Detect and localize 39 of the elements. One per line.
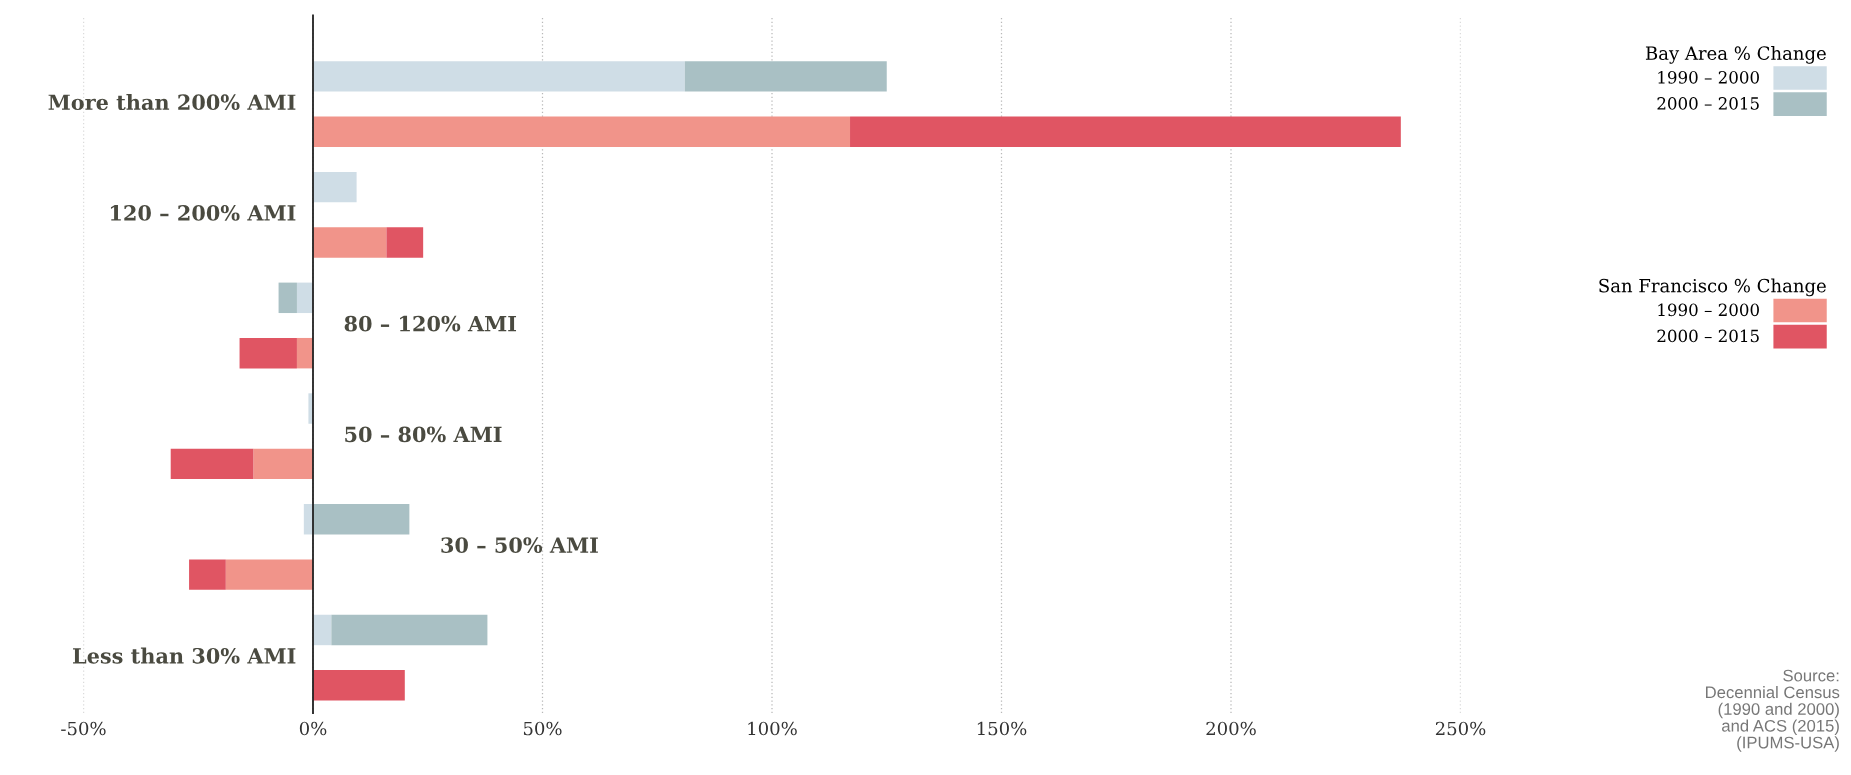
bar (313, 504, 410, 535)
text: Bay Area % Change (1645, 46, 1826, 64)
y-tick-label: 120 – 200% AMI (110, 205, 296, 221)
bar (170, 448, 254, 480)
x-tick-label: 50% (523, 721, 562, 736)
source-note: Source: Decennial Census (1990 and 2000) and ACS (2015) (IPUMS-USA) (1706, 669, 1840, 752)
x-tick-label: 250% (1435, 721, 1486, 736)
y-tick-label: 50 – 80% AMI (345, 426, 502, 443)
bar (296, 282, 313, 314)
bar (296, 337, 313, 369)
x-tick-label: -50% (61, 721, 106, 736)
bar (313, 227, 387, 258)
y-tick-label: 80 – 120% AMI (344, 315, 517, 332)
legend-label: 1990 – 2000 (1658, 71, 1759, 84)
y-tick-label: More than 200% AMI (48, 93, 296, 111)
x-tick-label: 150% (977, 721, 1027, 736)
legend-label: 2000 – 2015 (1657, 97, 1759, 110)
x-tick-label: 100% (748, 721, 797, 736)
x-tick-label: 0% (299, 721, 327, 736)
bar (278, 282, 297, 314)
bar (313, 670, 405, 701)
bar (313, 171, 357, 203)
bar (386, 227, 424, 258)
bar (850, 116, 1401, 147)
bar (331, 614, 488, 646)
bar (313, 61, 685, 92)
bar (239, 337, 297, 369)
bar (313, 116, 851, 147)
y-tick-label: 30 – 50% AMI (441, 537, 598, 553)
x-tick-label: 200% (1206, 721, 1256, 736)
text: San Francisco % Change (1599, 278, 1826, 297)
bar (225, 559, 313, 590)
legend-label: 2000 – 2015 (1657, 329, 1759, 343)
bar (189, 559, 226, 590)
bar (313, 614, 332, 646)
legend-label: 1990 – 2000 (1658, 303, 1759, 317)
y-tick-label: Less than 30% AMI (73, 647, 296, 664)
bar (684, 61, 887, 92)
bar (253, 448, 313, 480)
